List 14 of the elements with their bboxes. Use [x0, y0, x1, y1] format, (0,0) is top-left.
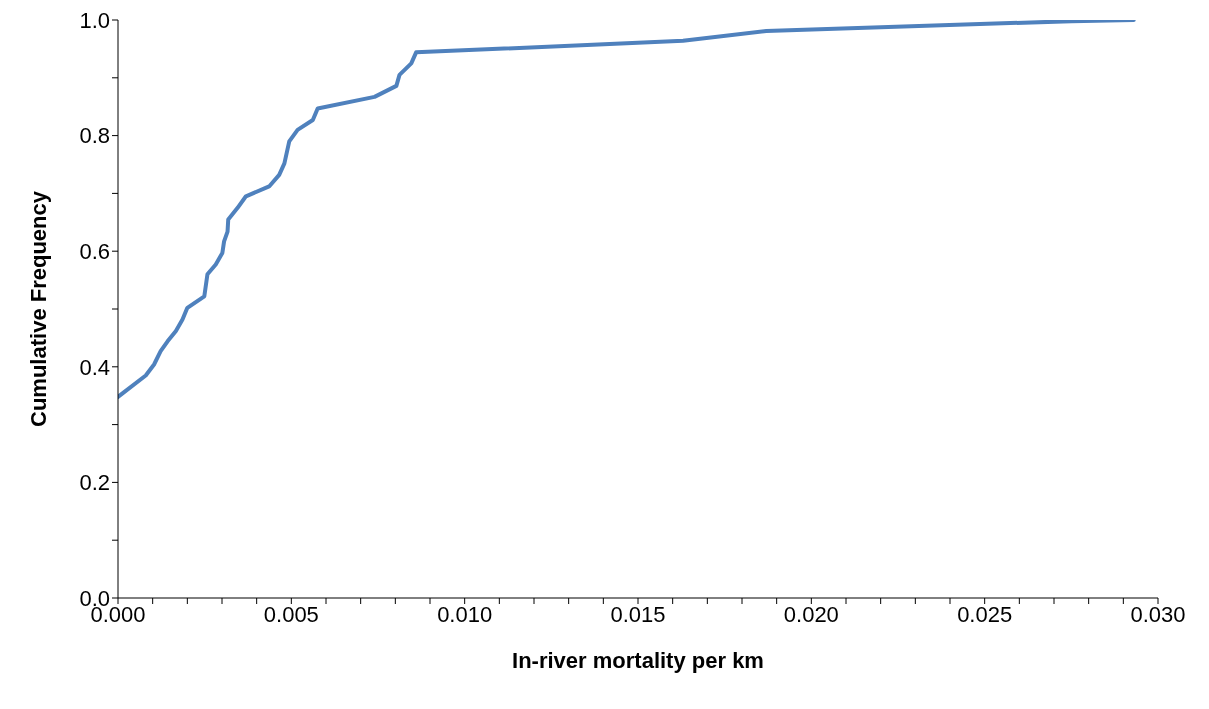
y-tick-label: 0.8: [79, 123, 110, 149]
x-tick-label: 0.010: [437, 601, 493, 627]
y-tick-label: 1.0: [79, 7, 110, 33]
x-tick-label: 0.020: [783, 601, 839, 627]
x-tick-label: 0.025: [957, 601, 1013, 627]
y-tick-label: 0.4: [79, 354, 110, 380]
line-series: [118, 20, 1136, 399]
y-tick-label: 0.2: [79, 470, 110, 496]
x-tick-label: 0.015: [610, 601, 666, 627]
x-tick-label: 0.030: [1130, 601, 1186, 627]
y-tick-label: 0.6: [79, 239, 110, 265]
x-tick-label: 0.005: [263, 601, 319, 627]
x-axis-title: In-river mortality per km: [512, 648, 764, 673]
y-axis-title: Cumulative Frequency: [25, 190, 51, 427]
